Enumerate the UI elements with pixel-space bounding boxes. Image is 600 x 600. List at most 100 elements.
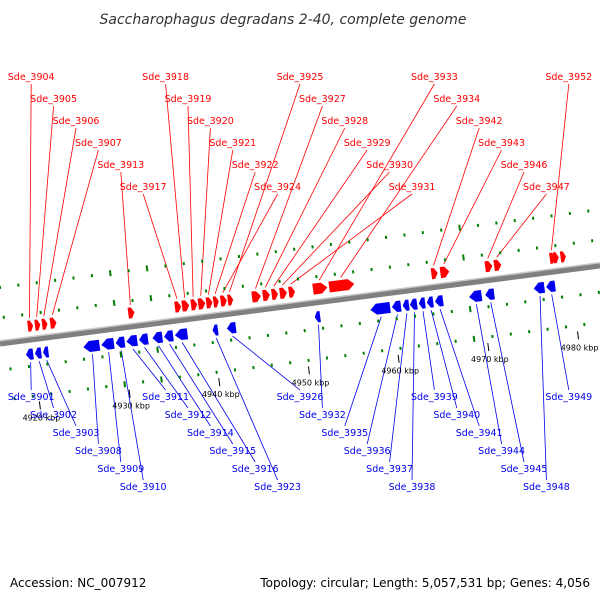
gene-arrow[interactable] [138, 333, 149, 345]
gene-sde-3907[interactable] [49, 317, 58, 329]
gene-label-sde-3928[interactable]: Sde_3928 [321, 116, 368, 127]
gene-arrow[interactable] [126, 334, 138, 347]
gene-arrow[interactable] [552, 252, 560, 264]
gene-label-sde-3934[interactable]: Sde_3934 [433, 94, 480, 105]
gene-label-sde-3947[interactable]: Sde_3947 [523, 182, 570, 193]
gene-label-sde-3952[interactable]: Sde_3952 [545, 72, 592, 83]
gene-arrow[interactable] [42, 346, 50, 358]
gene-label-sde-3901[interactable]: Sde_3901 [8, 392, 55, 403]
gene-sde-3935[interactable] [370, 301, 391, 315]
gene-label-sde-3921[interactable]: Sde_3921 [209, 138, 256, 149]
gene-label-sde-3914[interactable]: Sde_3914 [187, 428, 234, 439]
gene-sde-3927[interactable] [251, 291, 261, 303]
gene-sde-3910[interactable] [115, 336, 126, 348]
gene-sde-3942[interactable] [430, 267, 439, 280]
gene-label-sde-3949[interactable]: Sde_3949 [545, 392, 592, 403]
gene-arrow[interactable] [115, 336, 126, 348]
gene-label-sde-3926[interactable]: Sde_3926 [277, 392, 324, 403]
gene-label-sde-3936[interactable]: Sde_3936 [344, 446, 391, 457]
gene-sde-3930[interactable] [279, 287, 288, 299]
gene-label-sde-3905[interactable]: Sde_3905 [30, 94, 77, 105]
gene-sde-3940[interactable] [426, 296, 434, 308]
gene-arrow[interactable] [439, 266, 450, 279]
gene-label-sde-3910[interactable]: Sde_3910 [120, 482, 167, 493]
gene-arrow[interactable] [212, 296, 220, 308]
gene-sde-3941[interactable] [434, 295, 444, 307]
gene-label-sde-3945[interactable]: Sde_3945 [501, 464, 548, 475]
gene-arrow[interactable] [226, 321, 237, 334]
gene-label-sde-3942[interactable]: Sde_3942 [456, 116, 503, 127]
gene-sde-3937[interactable] [402, 299, 410, 311]
gene-label-sde-3911[interactable]: Sde_3911 [142, 392, 189, 403]
gene-sde-3916[interactable] [174, 328, 189, 341]
gene-sde-3943[interactable] [439, 266, 450, 279]
gene-sde-3906[interactable] [41, 318, 48, 330]
gene-sde-3947[interactable] [493, 259, 502, 272]
gene-sde-3936[interactable] [391, 300, 402, 313]
gene-arrow[interactable] [314, 311, 321, 323]
gene-arrow[interactable] [27, 320, 34, 332]
gene-sde-3945[interactable] [485, 288, 495, 300]
gene-label-sde-3923[interactable]: Sde_3923 [254, 482, 301, 493]
gene-arrow[interactable] [391, 300, 402, 313]
gene-label-sde-3932[interactable]: Sde_3932 [299, 410, 346, 421]
gene-arrow[interactable] [485, 288, 495, 300]
gene-arrow[interactable] [41, 318, 48, 330]
gene-sde-3948[interactable] [533, 281, 546, 294]
gene-arrow[interactable] [174, 301, 182, 313]
gene-label-sde-3931[interactable]: Sde_3931 [389, 182, 436, 193]
gene-label-sde-3902[interactable]: Sde_3902 [30, 410, 77, 421]
gene-label-sde-3913[interactable]: Sde_3913 [97, 160, 144, 171]
gene-arrow[interactable] [262, 289, 271, 302]
gene-label-sde-3937[interactable]: Sde_3937 [366, 464, 413, 475]
gene-sde-3924[interactable] [219, 295, 228, 307]
gene-sde-3938[interactable] [409, 298, 418, 310]
gene-label-sde-3908[interactable]: Sde_3908 [75, 446, 122, 457]
gene-arrow[interactable] [197, 298, 206, 310]
gene-sde-3925[interactable] [227, 294, 234, 306]
gene-arrow[interactable] [533, 281, 546, 294]
gene-arrow[interactable] [418, 297, 426, 309]
gene-sde-3922[interactable] [212, 296, 220, 308]
gene-sde-3951[interactable] [559, 251, 567, 263]
gene-sde-3950[interactable] [552, 252, 560, 264]
gene-label-sde-3943[interactable]: Sde_3943 [478, 138, 525, 149]
gene-sde-3915[interactable] [163, 330, 174, 342]
gene-label-sde-3918[interactable]: Sde_3918 [142, 72, 189, 83]
gene-arrow[interactable] [212, 324, 219, 336]
gene-label-sde-3930[interactable]: Sde_3930 [366, 160, 413, 171]
gene-sde-3932[interactable] [314, 311, 321, 323]
gene-sde-3912[interactable] [138, 333, 149, 345]
gene-label-sde-3925[interactable]: Sde_3925 [277, 72, 324, 83]
gene-arrow[interactable] [468, 290, 483, 303]
gene-sde-3909[interactable] [101, 337, 115, 351]
gene-label-sde-3924[interactable]: Sde_3924 [254, 182, 301, 193]
gene-arrow[interactable] [101, 337, 115, 351]
gene-arrow[interactable] [25, 348, 34, 360]
gene-label-sde-3915[interactable]: Sde_3915 [209, 446, 256, 457]
gene-arrow[interactable] [34, 347, 42, 359]
gene-arrow[interactable] [251, 291, 261, 303]
gene-arrow[interactable] [190, 299, 198, 311]
gene-sde-3931[interactable] [288, 286, 296, 298]
gene-arrow[interactable] [205, 297, 214, 309]
gene-sde-3911[interactable] [126, 334, 138, 347]
gene-sde-3920[interactable] [197, 298, 206, 310]
gene-sde-3933[interactable] [312, 282, 328, 295]
gene-label-sde-3907[interactable]: Sde_3907 [75, 138, 122, 149]
gene-label-sde-3909[interactable]: Sde_3909 [97, 464, 144, 475]
gene-arrow[interactable] [174, 328, 189, 341]
gene-label-sde-3904[interactable]: Sde_3904 [8, 72, 55, 83]
gene-arrow[interactable] [493, 259, 502, 272]
gene-label-sde-3903[interactable]: Sde_3903 [53, 428, 100, 439]
gene-label-sde-3912[interactable]: Sde_3912 [165, 410, 212, 421]
gene-sde-3919[interactable] [190, 299, 198, 311]
gene-sde-3913[interactable] [127, 307, 136, 319]
gene-sde-3914[interactable] [152, 331, 164, 344]
gene-label-sde-3941[interactable]: Sde_3941 [456, 428, 503, 439]
gene-label-sde-3916[interactable]: Sde_3916 [232, 464, 279, 475]
gene-arrow[interactable] [545, 280, 556, 292]
gene-sde-3939[interactable] [418, 297, 426, 309]
gene-label-sde-3948[interactable]: Sde_3948 [523, 482, 570, 493]
gene-arrow[interactable] [370, 301, 391, 315]
